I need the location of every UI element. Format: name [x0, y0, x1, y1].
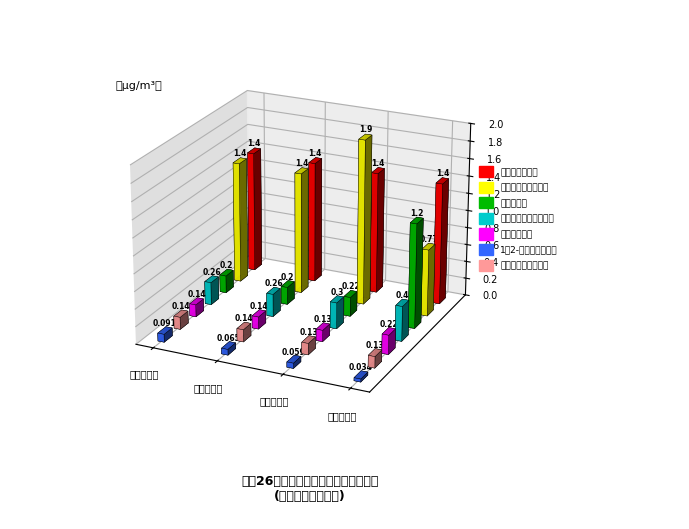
Text: （μg/m³）: （μg/m³）: [116, 81, 163, 92]
Text: 平成26年度有害大気汚染物質年平均値
(有機塗素系化合物): 平成26年度有害大気汚染物質年平均値 (有機塗素系化合物): [241, 475, 379, 503]
Legend: ジクロロメタン, トリクロロエチレン, 塩化メチル, テトラクロロエチレン, クロロホルム, 1，2-ジクロロエタン, 塩化ビニルモノマー: ジクロロメタン, トリクロロエチレン, 塩化メチル, テトラクロロエチレン, ク…: [476, 163, 562, 274]
